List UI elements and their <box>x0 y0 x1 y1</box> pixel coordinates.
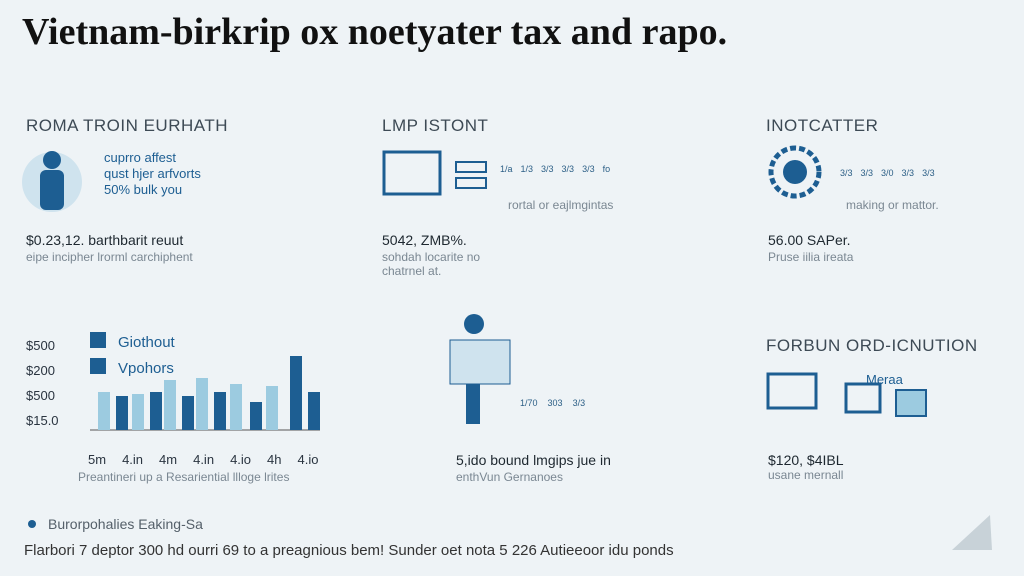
reader-head <box>464 314 484 334</box>
panel-sub: eipe incipher lrorml carchiphent <box>26 250 193 264</box>
tag: 303 <box>547 398 563 408</box>
panel-sub: sohdah locarite no chatrnel at. <box>382 250 481 278</box>
decor-bar <box>164 380 176 430</box>
gear-icon <box>768 145 822 199</box>
panel-sub: usane mernall <box>768 468 844 482</box>
reader-paper <box>449 339 511 385</box>
tag: 1/70 <box>520 398 538 408</box>
y-label: $200 <box>26 363 55 378</box>
y-label: $500 <box>26 338 55 353</box>
tag-row: 1/70 303 3/3 <box>520 398 585 408</box>
x-labels: 5m 4.in 4m 4.in 4.io 4h 4.io <box>88 452 318 467</box>
legend-swatch <box>90 358 106 374</box>
gear-core <box>783 160 807 184</box>
decor-bar <box>132 394 144 430</box>
tag-row: 3/3 3/3 3/0 3/3 3/3 <box>840 168 935 178</box>
decor-bar <box>150 392 162 430</box>
decor-bar <box>98 392 110 430</box>
decor-bar <box>116 396 128 430</box>
x-label: 4m <box>159 452 178 467</box>
title: Vietnam-birkrip ox noetyater tax and rap… <box>22 11 728 53</box>
x-label: 5m <box>88 452 107 467</box>
laptop-icon <box>766 372 818 410</box>
panel-stat: 5,ido bound lmgips jue in <box>456 452 611 468</box>
tag: 1/3 <box>520 164 534 174</box>
footer-text: Flarbori 7 deptor 300 hd ourri 69 to a p… <box>24 542 674 559</box>
panel-heading: INOTCATTER <box>766 116 879 135</box>
decor-bars <box>98 356 320 430</box>
tag: 3/3 <box>541 164 554 174</box>
reader-legs <box>466 384 480 424</box>
tag: 3/3 <box>582 164 595 174</box>
tag: 3/3 <box>561 164 575 174</box>
panel-heading: LMP ISTONT <box>382 116 489 135</box>
panel-line: 50% bulk you <box>104 182 183 197</box>
decor-bar <box>182 396 194 430</box>
list-icon <box>455 161 487 173</box>
x-label: 4.io <box>230 452 252 467</box>
panel-heading: FORBUN ORD-ICNUTION <box>766 336 978 355</box>
corner-logo <box>952 515 992 550</box>
legend-entry: Vpohors <box>118 360 174 377</box>
panel-caption: making or mattor. <box>846 198 939 212</box>
legend-entry: Giothout <box>118 334 175 351</box>
panel-caption: rortal or eajlmgintas <box>508 198 614 212</box>
tag: 3/3 <box>840 168 853 178</box>
decor-bar <box>266 386 278 430</box>
bullet-dot <box>28 520 36 528</box>
decor-bar <box>214 392 226 430</box>
monitor-icon <box>382 150 442 196</box>
decor-bar <box>250 402 262 430</box>
x-label: 4.io <box>297 452 319 467</box>
panel-sub: Pruse iilia ireata <box>768 250 854 264</box>
decor-bar <box>308 392 320 430</box>
panel-sub: enthVun Gernanoes <box>456 470 563 484</box>
tag: 3/3 <box>860 168 874 178</box>
tag: 3/3 <box>901 168 915 178</box>
avatar-head <box>43 151 61 169</box>
panel-caption: Preantineri up a Resariential llloge lri… <box>78 470 290 484</box>
panel-stat: $120, $4IBL <box>768 452 844 468</box>
footer-bullet: Burorpohalies Eaking-Sa <box>48 516 203 532</box>
y-label: $500 <box>26 388 55 403</box>
panel-heading: ROMA TROIN EURHATH <box>26 116 228 135</box>
tag-row: 1/a 1/3 3/3 3/3 3/3 fo <box>500 164 610 174</box>
list-icon <box>455 177 487 189</box>
panel-line: cuprro affest <box>104 150 177 165</box>
badge: Meraa <box>866 372 903 387</box>
panel-stat: 5042, ZMB%. <box>382 232 467 248</box>
tag: 3/0 <box>881 168 894 178</box>
panel-stat: 56.00 SAPer. <box>768 232 851 248</box>
decor-bar <box>196 378 208 430</box>
decor-bar <box>290 356 302 430</box>
y-labels: $500 $200 $500 $15.0 <box>26 338 59 428</box>
doc-icon <box>895 389 927 417</box>
tag: 1/a <box>500 164 513 174</box>
legend-swatch <box>90 332 106 348</box>
x-label: 4.in <box>193 452 215 467</box>
decor-bar <box>230 384 242 430</box>
tag: fo <box>602 164 611 174</box>
tag: 3/3 <box>572 398 586 408</box>
tag: 3/3 <box>922 168 935 178</box>
x-label: 4.in <box>122 452 144 467</box>
y-label: $15.0 <box>26 413 59 428</box>
panel-line: qust hjer arfvorts <box>104 166 201 181</box>
doc-icon <box>844 382 882 414</box>
panel-stat: $0.23,12. barthbarit reuut <box>26 232 184 248</box>
x-label: 4h <box>267 452 282 467</box>
avatar-body <box>40 170 64 210</box>
